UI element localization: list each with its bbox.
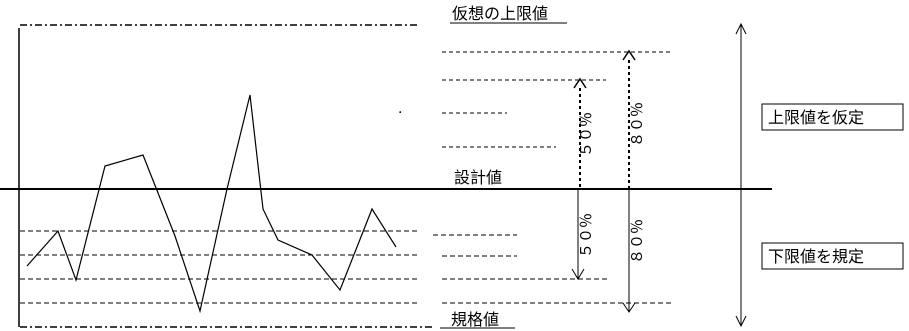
pct-80-lower-label: ８０％ <box>628 219 646 264</box>
assume-upper-box <box>761 103 904 131</box>
pct-50-lower-label: ５０％ <box>577 213 595 258</box>
arrow-50-upper-head <box>573 77 587 89</box>
arrow-80-upper-head <box>622 49 636 61</box>
spec-value-label: 規格値 <box>451 310 499 329</box>
upper-limit-label: 仮想の上限値 <box>452 4 548 23</box>
define-lower-box <box>761 242 904 270</box>
measurement-line <box>26 94 397 314</box>
pct-50-upper-label: ５０％ <box>577 112 595 157</box>
arrow-50-lower-head <box>571 268 585 280</box>
arrow-80-lower-head <box>622 302 636 313</box>
design-value-label: 設計値 <box>454 168 502 187</box>
range-arrow-bottom-head <box>735 315 747 328</box>
assume-upper-box-label: 上限値を仮定 <box>768 108 864 127</box>
range-arrow-top-head <box>735 22 747 35</box>
dot-marker: · <box>398 105 402 121</box>
define-lower-box-label: 下限値を規定 <box>768 247 864 266</box>
pct-80-upper-label: ８０％ <box>628 102 646 147</box>
